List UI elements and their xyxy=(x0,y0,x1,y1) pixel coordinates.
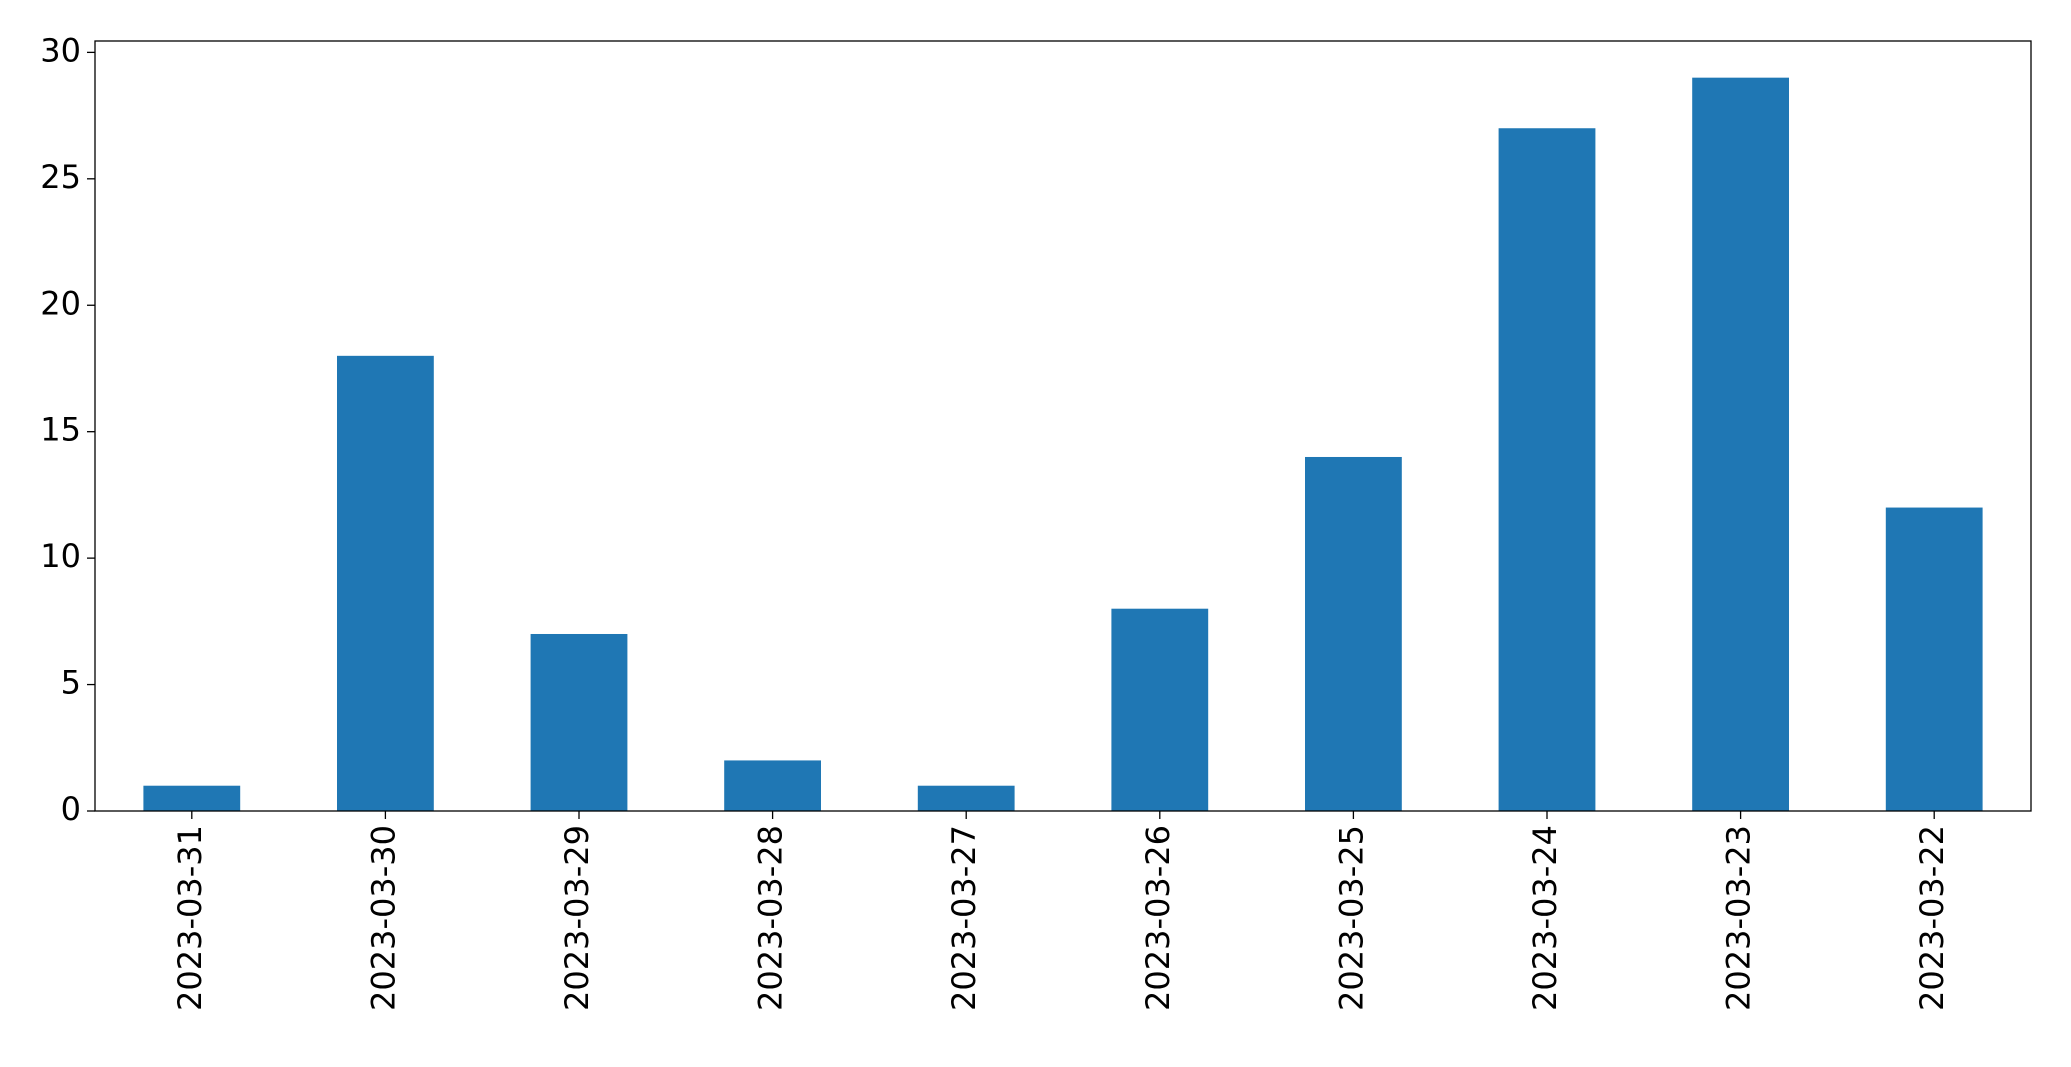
x-tick-label: 2023-03-30 xyxy=(364,825,402,1011)
bar xyxy=(917,785,1015,811)
y-tick-label: 0 xyxy=(61,790,81,828)
x-tick-label: 2023-03-24 xyxy=(1526,825,1564,1011)
bar xyxy=(1498,128,1596,811)
y-tick-label: 25 xyxy=(40,158,81,196)
y-tick-label: 10 xyxy=(40,537,81,575)
x-tick-label: 2023-03-22 xyxy=(1913,825,1951,1011)
x-tick-label: 2023-03-23 xyxy=(1720,825,1758,1011)
y-tick-label: 15 xyxy=(40,411,81,449)
bar xyxy=(724,760,821,811)
bar xyxy=(1692,77,1789,811)
y-tick-label: 30 xyxy=(40,31,81,69)
x-tick-label: 2023-03-26 xyxy=(1139,825,1177,1011)
y-tick-label: 20 xyxy=(40,284,81,322)
bar xyxy=(143,785,241,811)
x-tick-label: 2023-03-31 xyxy=(171,825,209,1011)
bar xyxy=(1885,507,1983,811)
x-tick-label: 2023-03-28 xyxy=(752,825,790,1011)
x-tick-label: 2023-03-25 xyxy=(1332,825,1370,1011)
bar xyxy=(1305,456,1402,811)
bar xyxy=(530,633,628,811)
y-tick-label: 5 xyxy=(61,664,81,702)
plot-frame xyxy=(94,40,2032,812)
x-tick-label: 2023-03-29 xyxy=(558,825,596,1011)
x-tick-label: 2023-03-27 xyxy=(945,825,983,1011)
bar xyxy=(337,355,434,811)
bar xyxy=(1111,608,1209,811)
